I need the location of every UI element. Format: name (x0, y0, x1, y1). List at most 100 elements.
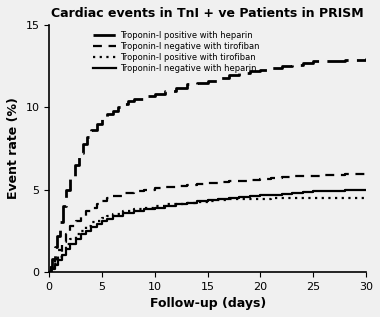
Troponin-I negative with heparin (60, 254, 64, 257)
Troponin-I positive with tirofiban (174, 202, 178, 205)
Troponin-I negative with heparin (142, 207, 147, 211)
Troponin-I positive with tirofiban (279, 197, 284, 200)
Troponin-I negative with heparin (301, 190, 305, 194)
Troponin-I positive with tirofiban (184, 201, 189, 205)
Troponin-I positive with tirofiban (100, 216, 104, 219)
Troponin-I negative with tirofiban (47, 270, 52, 274)
Troponin-I positive with tirofiban (269, 197, 273, 200)
X-axis label: Follow-up (days): Follow-up (days) (149, 297, 266, 310)
Troponin-I negative with tirofiban (237, 179, 242, 183)
Troponin-I positive with tirofiban (55, 255, 60, 259)
Troponin-I positive with heparin (85, 135, 90, 139)
Troponin-I negative with heparin (226, 196, 231, 200)
Troponin-I positive with tirofiban (152, 204, 157, 208)
Troponin-I negative with heparin (89, 225, 94, 229)
Troponin-I negative with tirofiban (321, 173, 326, 177)
Troponin-I negative with heparin (152, 206, 157, 210)
Troponin-I negative with tirofiban (64, 232, 68, 236)
Troponin-I negative with tirofiban (84, 209, 89, 213)
Troponin-I positive with heparin (184, 82, 189, 86)
Troponin-I negative with heparin (364, 188, 368, 191)
Troponin-I negative with heparin (84, 229, 89, 233)
Troponin-I positive with heparin (54, 234, 59, 237)
Troponin-I negative with tirofiban (73, 219, 78, 223)
Troponin-I negative with tirofiban (248, 178, 252, 182)
Troponin-I positive with heparin (174, 86, 178, 90)
Troponin-I negative with heparin (205, 198, 210, 202)
Troponin-I negative with heparin (216, 197, 220, 201)
Troponin-I positive with heparin (353, 58, 358, 62)
Troponin-I positive with tirofiban (321, 196, 326, 200)
Troponin-I positive with tirofiban (205, 199, 210, 203)
Troponin-I positive with tirofiban (105, 214, 109, 218)
Troponin-I positive with tirofiban (343, 196, 347, 200)
Troponin-I positive with heparin (195, 81, 200, 85)
Y-axis label: Event rate (%): Event rate (%) (7, 98, 20, 199)
Troponin-I negative with heparin (64, 247, 68, 251)
Troponin-I positive with heparin (57, 221, 62, 224)
Troponin-I negative with heparin (269, 193, 273, 197)
Troponin-I negative with heparin (237, 195, 242, 199)
Troponin-I positive with tirofiban (47, 270, 52, 274)
Troponin-I negative with tirofiban (301, 174, 305, 178)
Troponin-I negative with heparin (95, 222, 99, 226)
Troponin-I positive with tirofiban (52, 262, 57, 265)
Troponin-I negative with tirofiban (353, 172, 358, 176)
Troponin-I negative with heparin (163, 204, 168, 208)
Troponin-I negative with tirofiban (226, 179, 231, 183)
Troponin-I positive with heparin (142, 94, 147, 98)
Troponin-I positive with tirofiban (142, 206, 147, 210)
Troponin-I negative with tirofiban (110, 194, 115, 198)
Troponin-I positive with heparin (205, 79, 210, 83)
Troponin-I positive with heparin (52, 245, 57, 249)
Troponin-I positive with heparin (343, 58, 347, 62)
Troponin-I negative with heparin (131, 209, 136, 213)
Troponin-I positive with heparin (100, 117, 104, 121)
Troponin-I negative with heparin (55, 258, 60, 262)
Troponin-I positive with tirofiban (68, 237, 73, 241)
Troponin-I negative with tirofiban (131, 189, 136, 193)
Troponin-I negative with tirofiban (195, 182, 200, 186)
Troponin-I negative with heparin (184, 201, 189, 205)
Troponin-I negative with tirofiban (279, 175, 284, 179)
Troponin-I negative with heparin (52, 263, 57, 267)
Troponin-I positive with heparin (72, 163, 77, 167)
Troponin-I positive with heparin (110, 109, 115, 113)
Troponin-I positive with heparin (76, 152, 81, 155)
Troponin-I positive with tirofiban (237, 197, 242, 201)
Troponin-I positive with heparin (290, 63, 294, 67)
Troponin-I positive with heparin (237, 71, 242, 75)
Troponin-I positive with heparin (89, 129, 94, 133)
Troponin-I negative with tirofiban (152, 186, 157, 190)
Troponin-I negative with heparin (100, 219, 104, 223)
Troponin-I positive with heparin (105, 112, 109, 116)
Troponin-I positive with heparin (258, 68, 263, 72)
Line: Troponin-I negative with heparin: Troponin-I negative with heparin (49, 190, 366, 272)
Troponin-I negative with tirofiban (55, 249, 60, 252)
Troponin-I negative with heparin (47, 270, 52, 274)
Troponin-I negative with heparin (248, 194, 252, 198)
Troponin-I negative with heparin (174, 203, 178, 206)
Troponin-I negative with tirofiban (52, 257, 57, 261)
Troponin-I negative with tirofiban (269, 176, 273, 180)
Troponin-I negative with heparin (343, 188, 347, 192)
Troponin-I negative with tirofiban (332, 173, 337, 177)
Troponin-I positive with heparin (216, 76, 220, 80)
Troponin-I positive with heparin (68, 175, 73, 178)
Troponin-I positive with heparin (50, 257, 55, 261)
Troponin-I negative with heparin (68, 242, 73, 246)
Troponin-I negative with heparin (110, 214, 115, 218)
Line: Troponin-I positive with tirofiban: Troponin-I positive with tirofiban (49, 198, 366, 272)
Troponin-I positive with heparin (152, 92, 157, 96)
Troponin-I negative with tirofiban (60, 240, 64, 244)
Troponin-I positive with tirofiban (73, 232, 78, 236)
Troponin-I positive with tirofiban (49, 267, 54, 270)
Troponin-I negative with tirofiban (258, 177, 263, 181)
Troponin-I positive with tirofiban (84, 224, 89, 228)
Troponin-I negative with heparin (79, 232, 83, 236)
Troponin-I positive with heparin (64, 188, 68, 191)
Troponin-I negative with tirofiban (184, 183, 189, 187)
Title: Cardiac events in TnI + ve Patients in PRISM: Cardiac events in TnI + ve Patients in P… (51, 7, 364, 20)
Legend: Troponin-I positive with heparin, Troponin-I negative with tirofiban, Troponin-I: Troponin-I positive with heparin, Tropon… (92, 29, 261, 75)
Troponin-I positive with heparin (332, 59, 337, 62)
